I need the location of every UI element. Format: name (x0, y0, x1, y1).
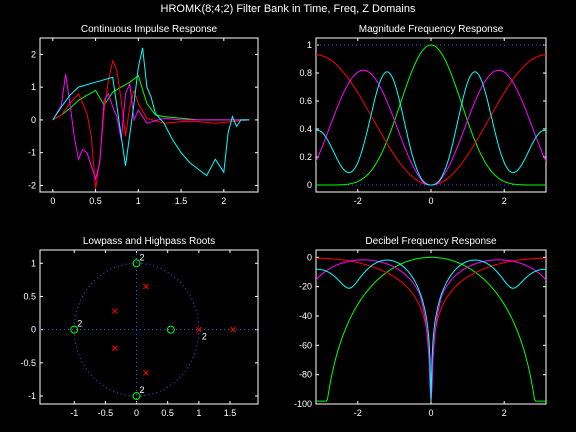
impulse-response-panel: Continuous Impulse Response 0 0.5 1 1.5 2 -2 -1… (28, 24, 259, 206)
decibel-series-line (316, 257, 546, 402)
zero-multiplicity-label: 2 (140, 385, 145, 395)
y-tick-label: -20 (299, 282, 312, 292)
zero-multiplicity-label: 2 (140, 252, 145, 262)
x-tick-label: 0.5 (89, 196, 102, 206)
x-tick-label: -0.5 (98, 408, 114, 418)
impulse-series-line (52, 73, 250, 181)
y-tick-label: -2 (28, 180, 36, 190)
x-tick-label: 1.5 (175, 196, 188, 206)
pole-marker (111, 345, 118, 352)
pole-marker (143, 369, 149, 376)
zero-marker (70, 325, 79, 334)
y-tick-label: 1 (307, 40, 312, 50)
y-tick-label: -40 (299, 311, 312, 321)
pole-marker (143, 283, 149, 290)
y-tick-label: 0.5 (23, 291, 36, 301)
x-tick-label: 0 (428, 196, 433, 206)
panel-title: Decibel Frequency Response (365, 236, 497, 247)
zero-marker (132, 259, 141, 268)
decibel-series-line (316, 259, 546, 402)
x-tick-label: 0 (134, 408, 139, 418)
zero-multiplicity-label: 2 (77, 319, 82, 329)
magnitude-series-line (316, 69, 546, 186)
y-tick-label: 0.2 (299, 152, 312, 162)
x-tick-label: 0 (50, 196, 55, 206)
y-tick-label: 0.8 (299, 68, 312, 78)
y-tick-label: 0 (31, 115, 36, 125)
pole-multiplicity-label: 2 (202, 332, 207, 342)
x-tick-label: -2 (354, 196, 362, 206)
y-tick-label: 1 (31, 82, 36, 92)
y-tick-label: 0 (307, 252, 312, 262)
x-tick-label: 2 (502, 408, 507, 418)
figure-title: HROMK(8;4;2) Filter Bank in Time, Freq, … (160, 3, 416, 15)
decibel-series-line (316, 256, 546, 402)
decibel-response-panel: Decibel Frequency Response-2 0 20-20-40-60… (294, 236, 547, 418)
magnitude-series-line (316, 44, 546, 186)
panel-title: Continuous Impulse Response (81, 24, 218, 35)
pole-marker (230, 326, 236, 333)
pole-marker (195, 326, 202, 333)
axes-frame (39, 249, 259, 405)
x-tick-label: 2 (502, 196, 507, 206)
magnitude-series-line (316, 71, 546, 186)
y-tick-label: -0.5 (20, 358, 36, 368)
y-tick-label: 0.4 (299, 124, 312, 134)
y-tick-label: -1 (28, 391, 36, 401)
x-tick-label: -1 (70, 408, 78, 418)
pole-marker (111, 308, 118, 314)
magnitude-series-line (316, 54, 546, 186)
x-tick-label: 0 (428, 408, 433, 418)
roots-panel: Lowpass and Highpass Roots -1 -0.5 0 0.5 1 1.5… (20, 236, 259, 418)
magnitude-response-panel: Magnitude Frequency Response -2 0 2 0 0.2 0.4 0… (299, 24, 547, 206)
x-tick-label: 0.5 (161, 408, 174, 418)
y-tick-label: 0 (31, 325, 36, 335)
y-tick-label: 1 (31, 258, 36, 268)
x-tick-label: 2 (221, 196, 226, 206)
y-tick-label: -1 (28, 148, 36, 158)
axes-frame (39, 37, 259, 193)
x-tick-label: 1 (196, 408, 201, 418)
zero-marker (132, 392, 141, 401)
impulse-series-line (52, 59, 250, 189)
impulse-series-line (52, 47, 250, 177)
y-tick-label: 2 (31, 49, 36, 59)
zero-marker (166, 325, 175, 334)
y-tick-label: 0.6 (299, 96, 312, 106)
panel-title: Lowpass and Highpass Roots (83, 236, 215, 247)
panel-title: Magnitude Frequency Response (359, 24, 504, 35)
axes-frame (315, 37, 547, 193)
y-tick-label: -60 (299, 340, 312, 350)
x-tick-label: 1 (136, 196, 141, 206)
y-tick-label: -100 (294, 399, 312, 409)
y-tick-label: 0 (307, 180, 312, 190)
x-tick-label: 1.5 (224, 408, 237, 418)
decibel-series-line (316, 259, 546, 402)
x-tick-label: -2 (354, 408, 362, 418)
y-tick-label: -80 (299, 370, 312, 380)
